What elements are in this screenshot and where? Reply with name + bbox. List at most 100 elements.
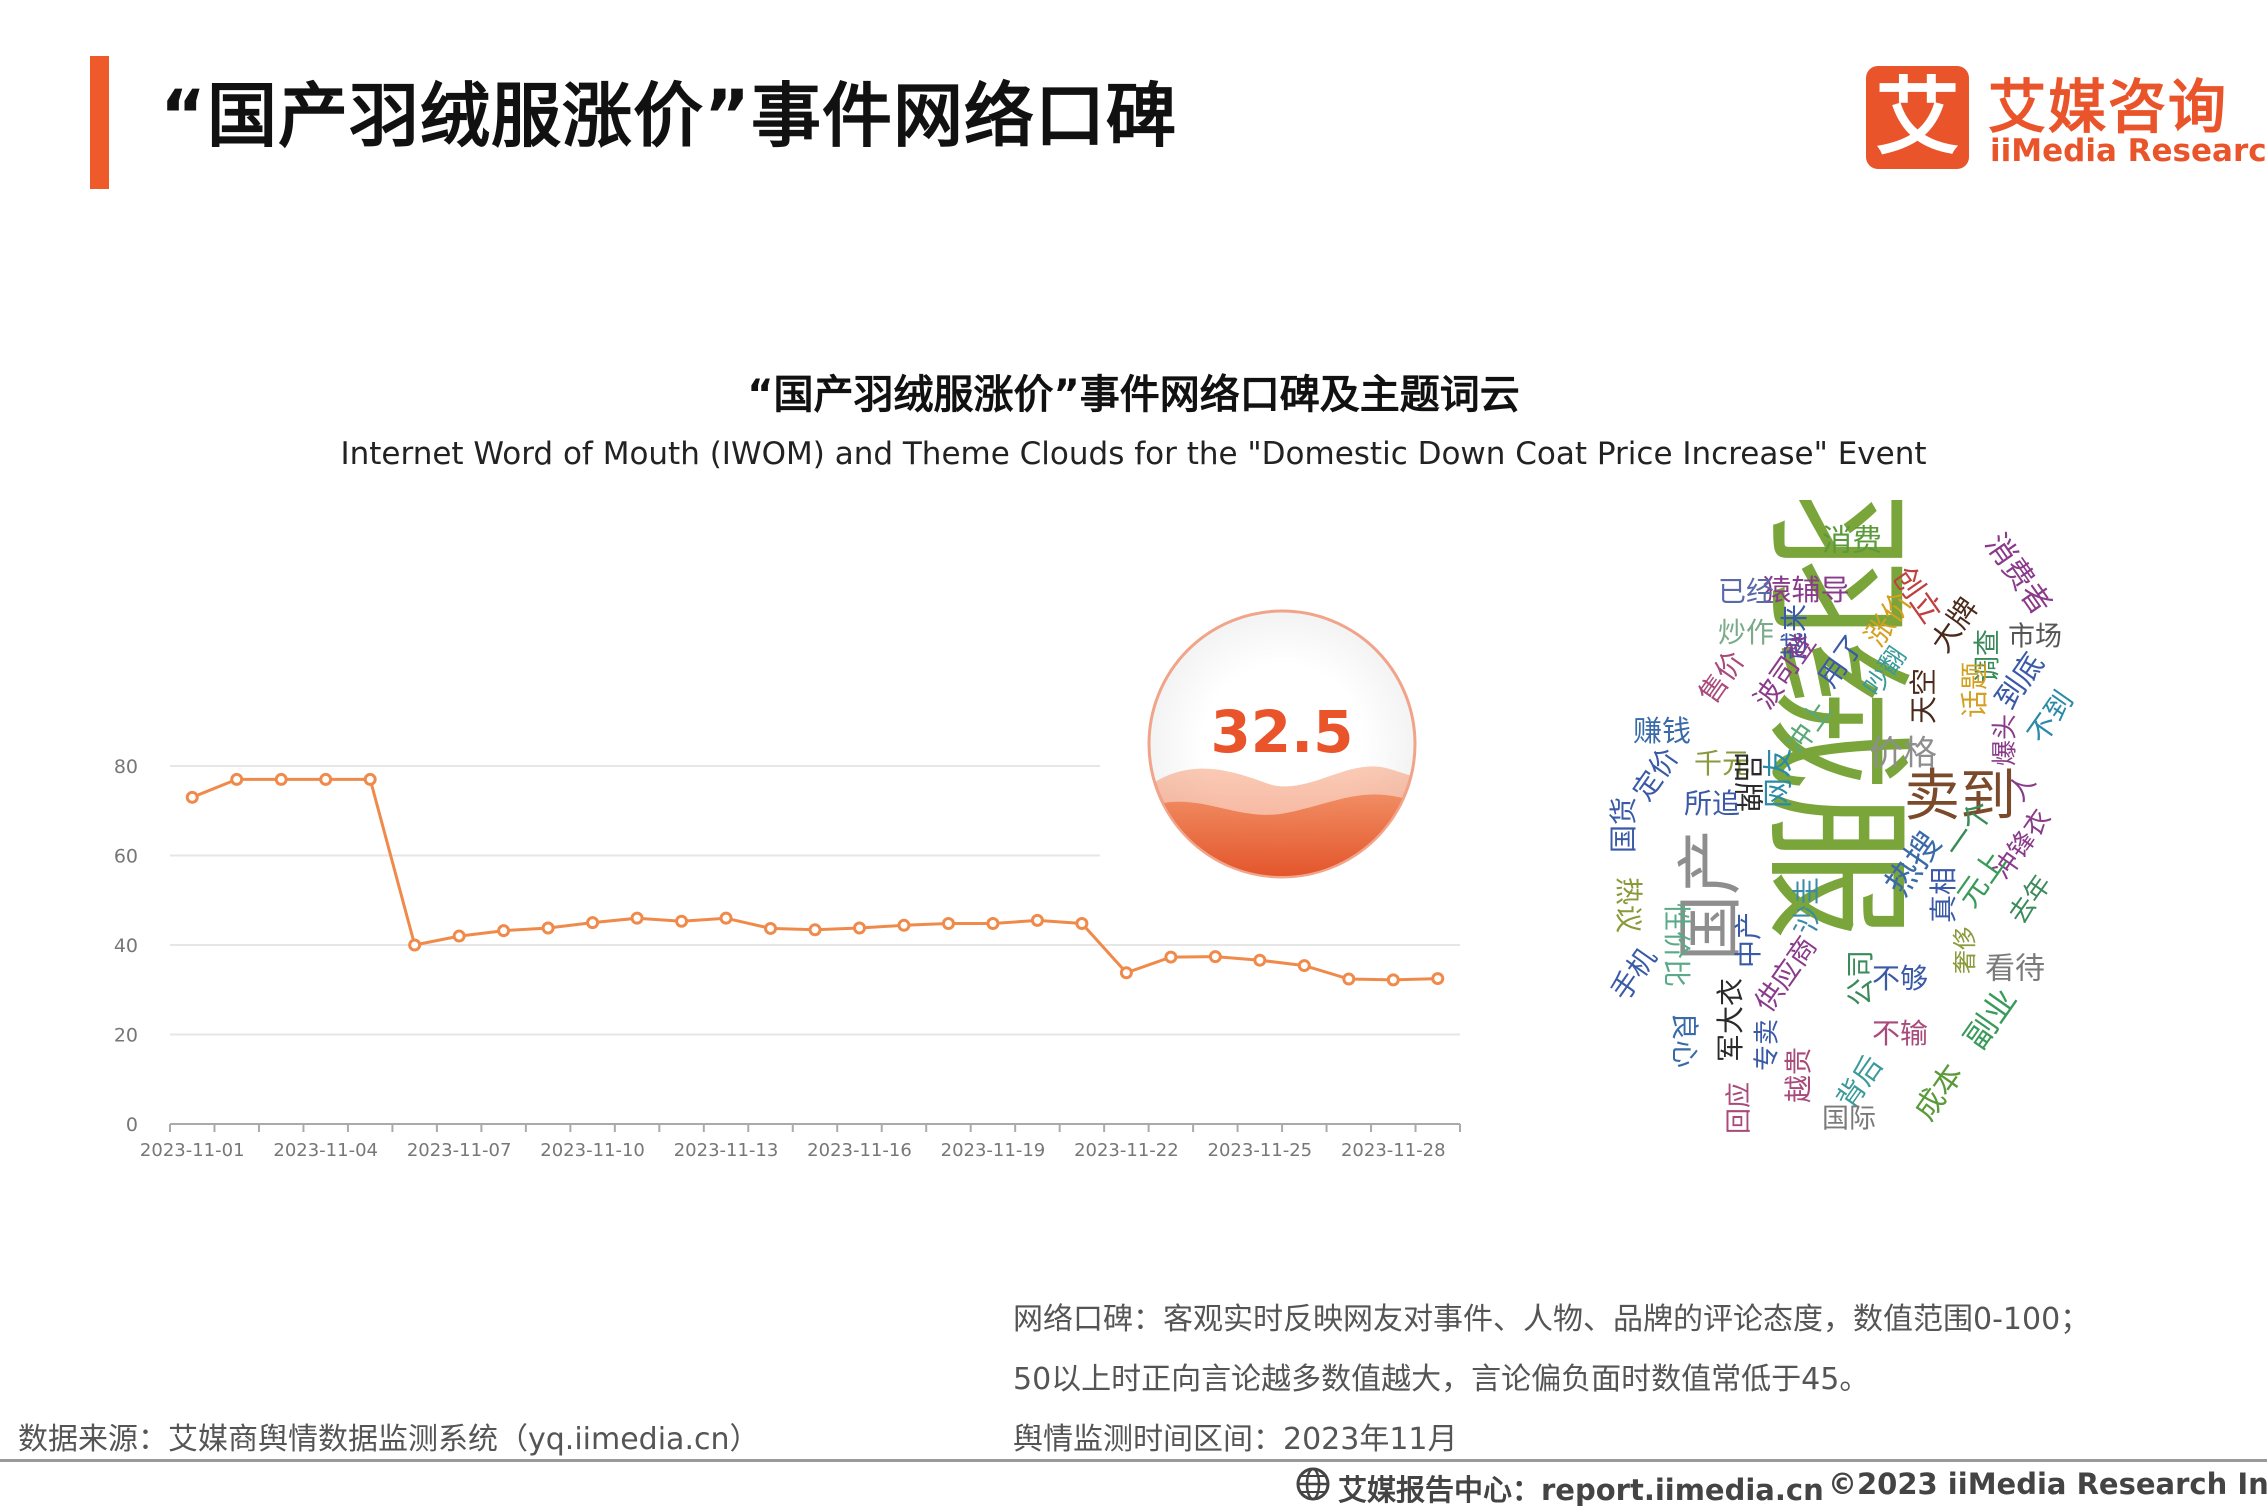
word-cloud-term: 奢侈 [1951,926,1979,974]
data-point [1386,973,1400,987]
word-cloud-term: 沙圭 [1790,877,1823,933]
y-tick-label: 60 [114,846,138,868]
word-cloud-term: 消费者 [1978,528,2058,622]
word-cloud-term: 中产 [1732,912,1765,968]
data-point [719,911,733,925]
word-cloud-term: 不够 [1872,962,1928,995]
note-line-2: 50以上时正向言论越多数值越大，言论偏负面时数值常低于45。 [1013,1362,1870,1397]
x-tick-label: 2023-11-10 [540,1140,645,1160]
y-tick-label: 20 [114,1025,138,1047]
x-tick-label: 2023-11-07 [407,1140,512,1160]
word-cloud-term: 千元 [1694,747,1750,780]
word-cloud-term: 越贵 [1782,1047,1815,1103]
word-cloud-term: 不输 [1872,1017,1928,1050]
x-tick-label: 2023-11-28 [1341,1140,1446,1160]
x-tick-label: 2023-11-01 [140,1140,245,1160]
iwom-gauge: 32.5 [1146,608,1418,880]
data-point [897,918,911,932]
word-cloud-term: 手机 [1604,942,1663,1007]
data-point [1208,950,1222,964]
footer-report-center: 艾媒报告中心：report.iimedia.cn [1338,1473,1824,1507]
chart-subtitle: Internet Word of Mouth (IWOM) and Theme … [340,436,1927,472]
word-cloud-term: 国际 [1822,1104,1876,1135]
footer-divider [0,1459,2267,1462]
word-cloud-term: 天空 [1907,668,1940,724]
word-cloud-term: 消费 [1822,524,1882,559]
data-point [274,772,288,786]
data-point [941,917,955,931]
word-cloud-term: 回应 [1725,1082,1755,1134]
data-point [408,938,422,952]
data-point [1297,959,1311,973]
data-point [452,929,466,943]
logo-mark: 艾 [1866,66,1969,169]
iimedia-logo: 艾 艾媒咨询 iiMedia Research [1866,66,2267,176]
word-cloud-term: 调查 [1973,629,2004,683]
word-cloud-term: 看待 [1985,952,2045,987]
note-line-1: 网络口碑：客观实时反映网友对事件、人物、品牌的评论态度，数值范围0-100； [1013,1302,2091,1337]
word-cloud-term: 性价比 [1660,903,1693,987]
data-point [630,911,644,925]
data-point [1075,917,1089,931]
data-point [1431,972,1445,986]
word-cloud-term: 良心 [1668,1012,1701,1068]
data-point [497,924,511,938]
x-tick-label: 2023-11-16 [807,1140,912,1160]
word-cloud-term: 卖到 [1904,764,2016,829]
x-tick-label: 2023-11-04 [273,1140,378,1160]
word-cloud-term: 话题 [1958,662,1991,718]
data-point [764,921,778,935]
data-point [541,921,555,935]
x-tick-label: 2023-11-22 [1074,1140,1179,1160]
word-cloud-term: 所追 [1684,787,1740,820]
word-cloud-term: 市场 [2008,622,2062,653]
page-title: “国产羽绒服涨价”事件网络口碑 [160,75,1178,157]
word-cloud-term: 羽绒服 [1748,500,1922,940]
data-point [1030,913,1044,927]
word-cloud-term: 品牌 [1730,752,1765,812]
data-point [363,772,377,786]
word-cloud-term: 越来 [1778,604,1811,660]
word-cloud-term: 售价 [1692,645,1751,710]
data-point [986,917,1000,931]
y-tick-label: 40 [114,935,138,957]
data-point [675,914,689,928]
data-point [319,772,333,786]
chart-title: “国产羽绒服涨价”事件网络口碑及主题词云 [747,372,1520,418]
word-cloud-term: 炒作 [1718,616,1774,649]
word-cloud-term: 赚钱 [1633,714,1691,748]
word-cloud-term: 副业 [1956,982,2024,1056]
logo-english-name: iiMedia Research [1990,133,2267,169]
title-accent-bar [90,56,109,189]
note-line-3: 舆情监测时间区间：2023年11月 [1013,1422,1458,1457]
word-cloud-term: 网友 [1762,748,1797,808]
gauge-value: 32.5 [1210,698,1354,766]
word-cloud-term: 已经 [1718,575,1774,608]
data-point [852,921,866,935]
word-cloud-term: 国产 [1672,829,1749,961]
data-source: 数据来源：艾媒商舆情数据监测系统（yq.iimedia.cn） [18,1422,760,1457]
data-point [1342,972,1356,986]
data-point [1119,966,1133,980]
y-tick-label: 0 [126,1114,138,1136]
word-cloud-term: 价格 [1869,734,1937,774]
globe-icon [1296,1467,1330,1501]
word-cloud-term: 热议 [1612,877,1645,933]
data-point [230,772,244,786]
word-cloud-term: 公司 [1844,950,1877,1006]
data-point [808,923,822,937]
word-cloud-term: 专卖 [1753,1019,1783,1071]
gauge-wave-icon [1147,609,1417,879]
data-point [1164,950,1178,964]
data-point [1253,953,1267,967]
x-tick-label: 2023-11-25 [1208,1140,1313,1160]
data-point [185,790,199,804]
iwom-line-chart: 0 20 40 60 80 2023-11-01 2023-11-04 2023-11-07 2… [114,756,1461,1160]
y-tick-label: 80 [114,756,138,778]
word-cloud-term: 成本 [1908,1058,1971,1127]
x-tick-label: 2023-11-19 [941,1140,1046,1160]
x-tick-label: 2023-11-13 [674,1140,779,1160]
word-cloud-term: 爆头 [1991,714,2021,766]
word-cloud-term: 真相 [1927,867,1960,923]
